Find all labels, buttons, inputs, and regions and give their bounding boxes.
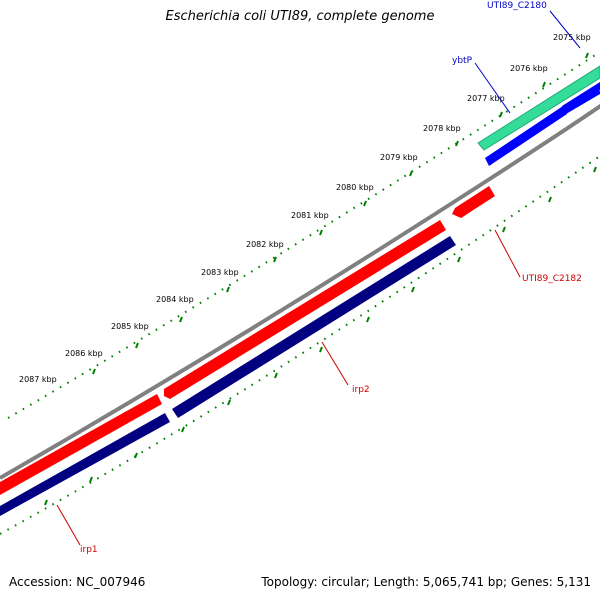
accession-text: Accession: NC_007946 bbox=[9, 575, 146, 589]
gene-irp2[interactable] bbox=[164, 220, 446, 399]
tick-label-2079: 2079 kbp bbox=[380, 153, 418, 162]
gene-track-navy-1[interactable] bbox=[0, 413, 170, 516]
tick-label-2082: 2082 kbp bbox=[246, 240, 284, 249]
tick-label-2084: 2084 kbp bbox=[156, 295, 194, 304]
topology-text: Topology: circular; Length: 5,065,741 bp… bbox=[261, 575, 591, 589]
tick-label-2077: 2077 kbp bbox=[467, 94, 505, 103]
gene-track-navy-2[interactable] bbox=[172, 236, 456, 418]
tick-label-2086: 2086 kbp bbox=[65, 349, 103, 358]
leader-lines bbox=[56, 10, 581, 546]
backbone bbox=[0, 89, 600, 480]
tick-label-2087: 2087 kbp bbox=[19, 375, 57, 384]
tick-label-2078: 2078 kbp bbox=[423, 124, 461, 133]
map-title: Escherichia coli UTI89, complete genome bbox=[165, 9, 435, 24]
gene-blue-2[interactable] bbox=[562, 82, 600, 114]
feature-green-ybtP[interactable] bbox=[477, 65, 600, 151]
tick-label-2085: 2085 kbp bbox=[111, 322, 149, 331]
gene-UTI89_C2182[interactable] bbox=[452, 186, 495, 218]
major-ticks bbox=[44, 52, 597, 506]
label-UTI89_C2182[interactable]: UTI89_C2182 bbox=[522, 274, 582, 284]
label-irp2[interactable]: irp2 bbox=[352, 385, 370, 395]
tick-label-2076: 2076 kbp bbox=[510, 64, 548, 73]
tick-label-2080: 2080 kbp bbox=[336, 183, 374, 192]
outer-tick-row bbox=[7, 51, 600, 419]
tick-label-2081: 2081 kbp bbox=[291, 211, 329, 220]
label-ybtP[interactable]: ybtP bbox=[452, 56, 473, 66]
gene-irp1[interactable] bbox=[0, 394, 162, 495]
label-irp1[interactable]: irp1 bbox=[80, 545, 98, 555]
label-UTI89_C2180[interactable]: UTI89_C2180 bbox=[487, 1, 547, 11]
gene-blue-1[interactable] bbox=[485, 106, 567, 166]
tick-label-2083: 2083 kbp bbox=[201, 268, 239, 277]
